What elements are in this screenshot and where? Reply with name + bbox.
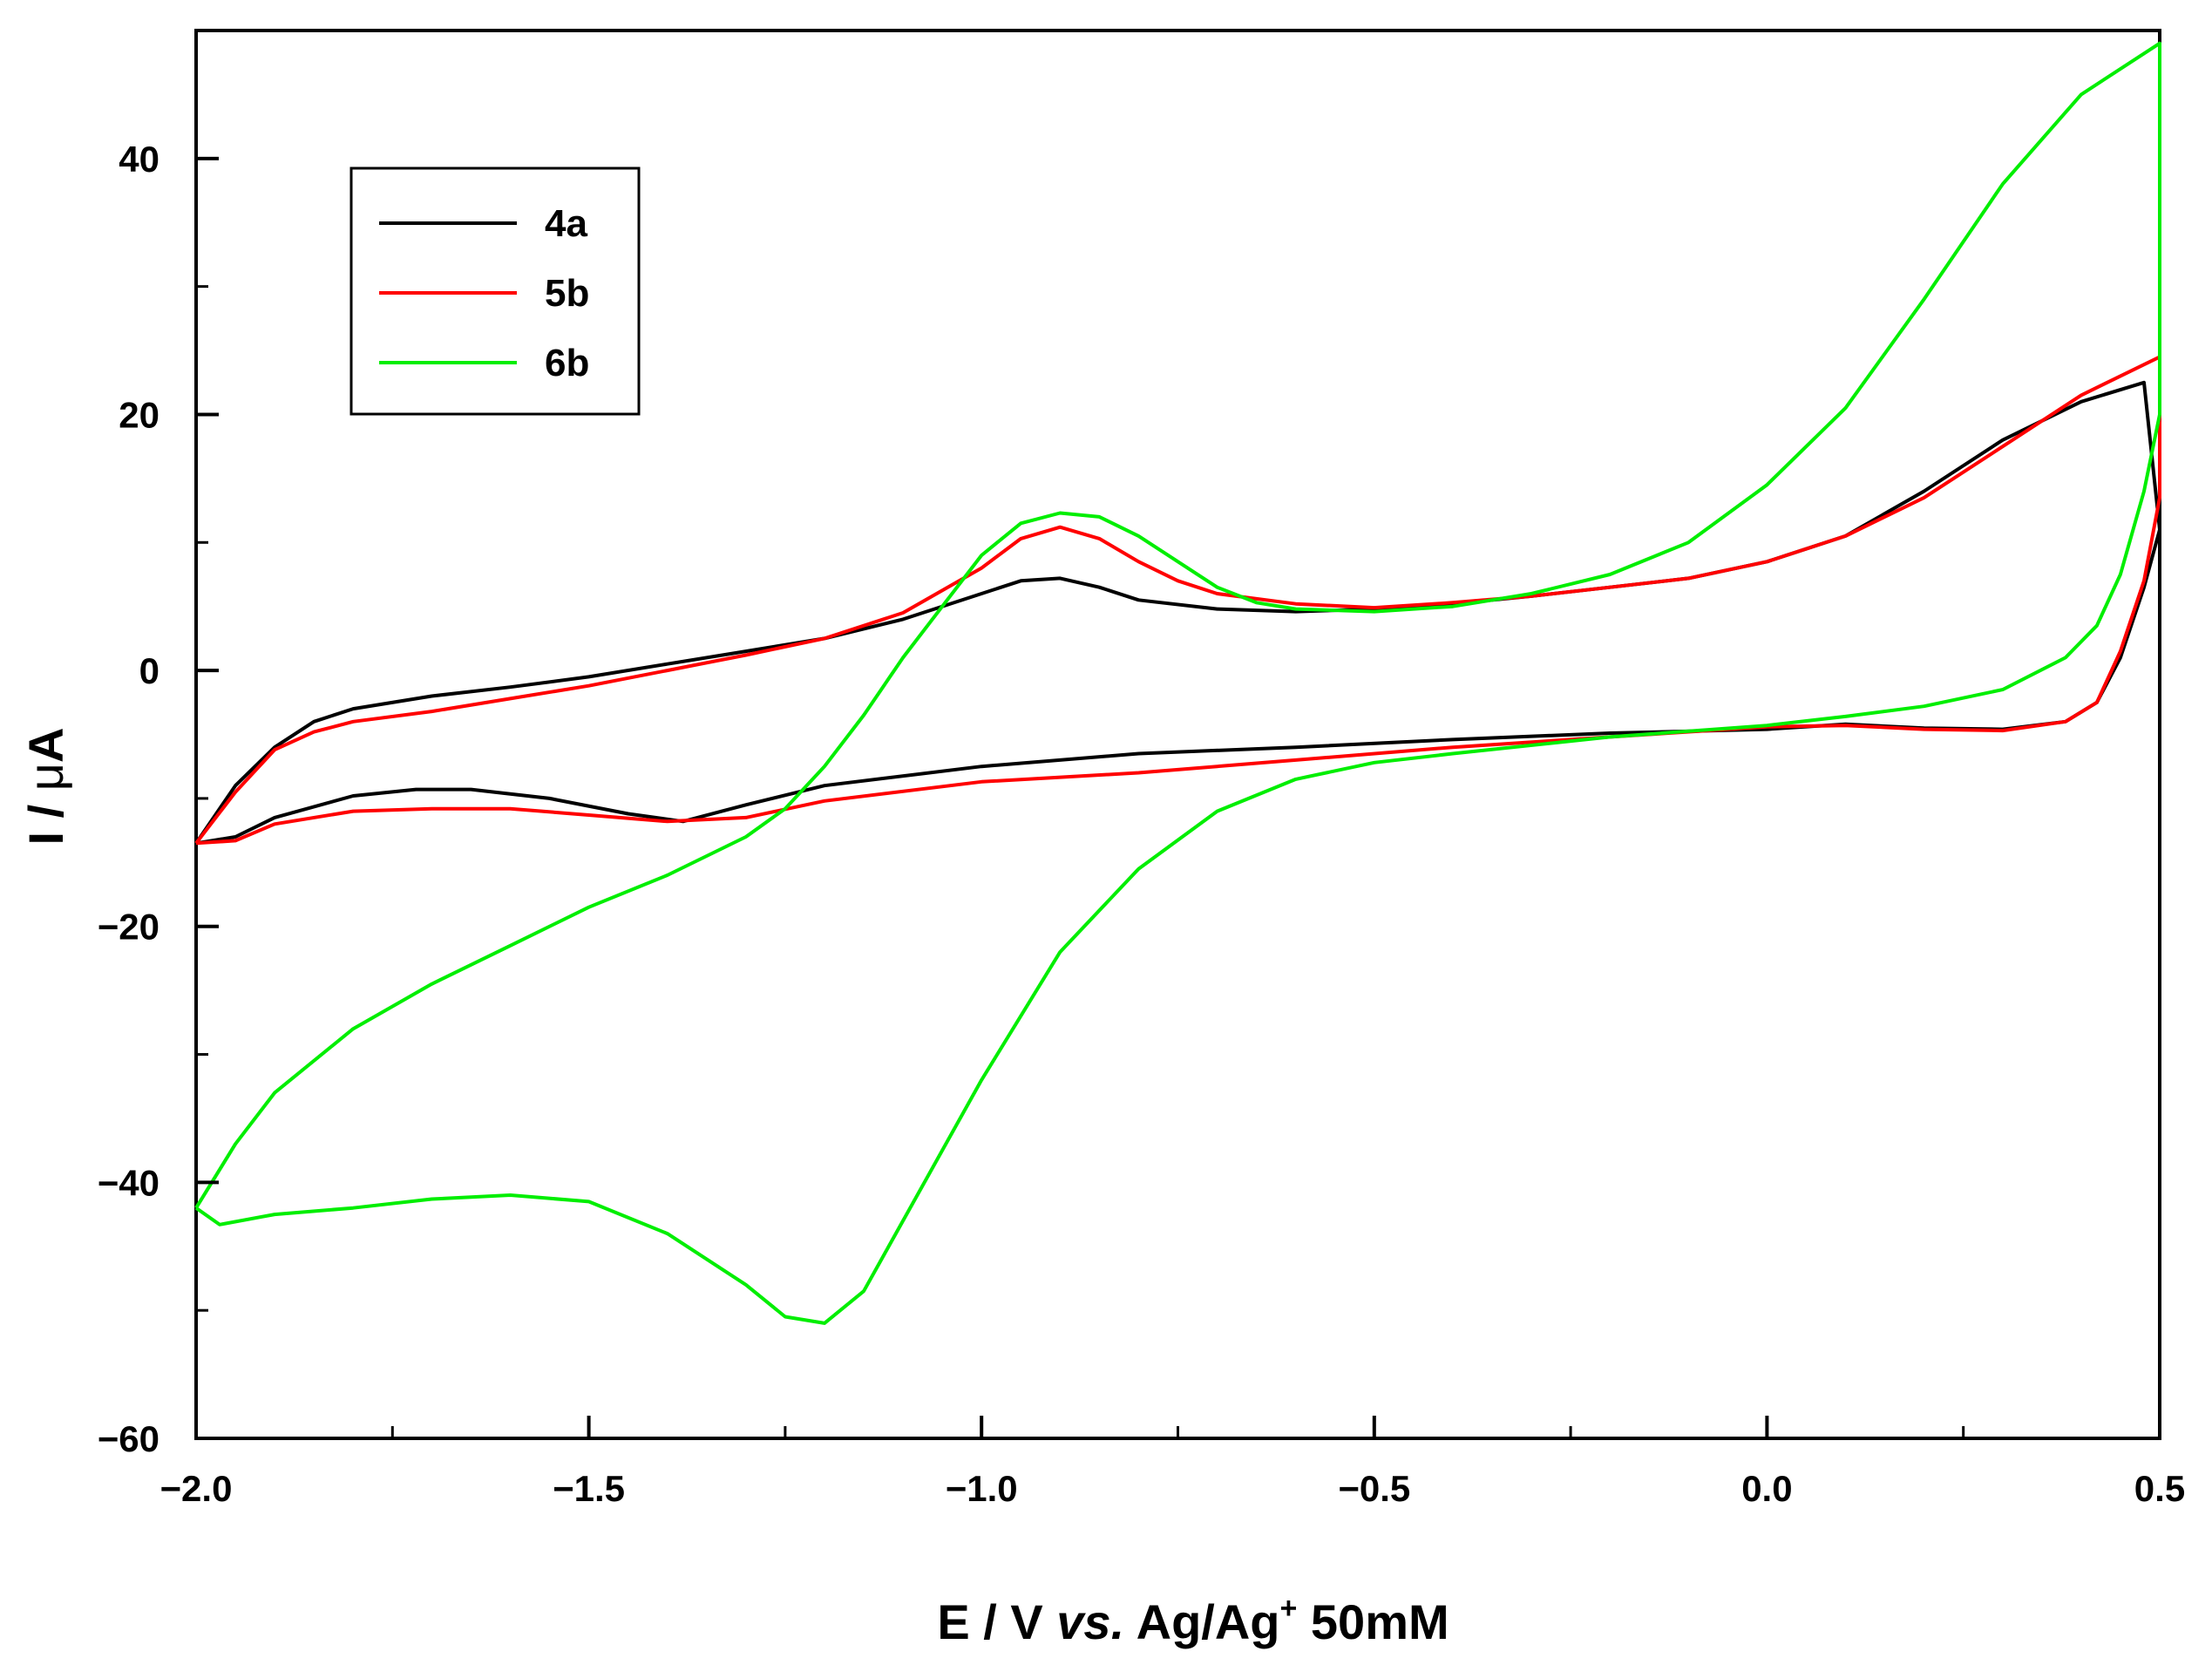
- legend-label-4a: 4a: [545, 202, 587, 245]
- legend: 4a 5b 6b: [349, 166, 641, 416]
- y-tick-label: −40: [98, 1162, 159, 1203]
- y-axis: −60 −40 −20 0 20 40: [98, 139, 219, 1459]
- y-axis-title-mu: μ: [18, 763, 73, 791]
- x-axis: −2.0 −1.5 −1.0 −0.5 0.0 0.5: [160, 1416, 2185, 1509]
- y-tick-label: −60: [98, 1418, 159, 1459]
- series-line-5b: [194, 355, 2161, 846]
- x-axis-title-suffix: 50mM: [1297, 1594, 1449, 1649]
- x-tick-label: 0.5: [2134, 1468, 2185, 1509]
- x-axis-title-italic: vs.: [1056, 1594, 1124, 1649]
- x-axis-title-ref: Ag/Ag: [1124, 1594, 1279, 1649]
- x-tick-label: −0.5: [1338, 1468, 1410, 1509]
- x-tick-label: 0.0: [1741, 1468, 1792, 1509]
- y-tick-label: 20: [119, 394, 159, 435]
- series-line-4a: [194, 380, 2161, 846]
- series-layer: [194, 41, 2161, 1325]
- x-axis-title: E / V vs. Ag/Ag+ 50mM: [937, 1592, 1449, 1649]
- x-tick-label: −1.5: [553, 1468, 625, 1509]
- legend-label-5b: 5b: [545, 272, 589, 315]
- series-line-6b: [194, 41, 2161, 1325]
- y-axis-title: I / μA: [18, 728, 73, 846]
- y-axis-title-unit: A: [18, 728, 73, 763]
- x-axis-title-prefix: E / V: [937, 1594, 1056, 1649]
- y-tick-label: 40: [119, 139, 159, 180]
- y-tick-label: −20: [98, 907, 159, 948]
- y-axis-title-prefix: I /: [18, 791, 73, 845]
- y-tick-label: 0: [139, 650, 159, 691]
- x-tick-label: −1.0: [946, 1468, 1018, 1509]
- x-axis-title-sup: +: [1279, 1592, 1297, 1625]
- x-tick-label: −2.0: [160, 1468, 233, 1509]
- legend-label-6b: 6b: [545, 342, 589, 384]
